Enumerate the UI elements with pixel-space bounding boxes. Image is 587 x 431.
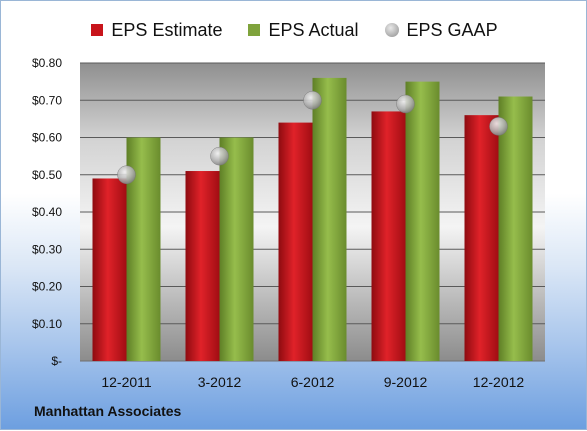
y-tick-label: $0.70 <box>32 93 62 107</box>
legend-label-gaap: EPS GAAP <box>406 19 498 40</box>
dot-eps-gaap <box>210 146 229 166</box>
legend-item-estimate: EPS Estimate <box>91 20 222 41</box>
y-tick-label: $0.60 <box>32 131 62 145</box>
x-tick-label: 6-2012 <box>291 374 335 390</box>
x-tick-label: 12-2012 <box>473 374 525 390</box>
legend-swatch-gaap <box>384 23 399 37</box>
bar-eps-actual <box>498 96 533 362</box>
y-tick-label: $- <box>51 354 62 368</box>
dot-eps-gaap <box>489 117 508 136</box>
bar-eps-estimate <box>185 171 220 361</box>
bar-eps-actual <box>312 77 347 362</box>
dot-eps-gaap <box>303 91 322 110</box>
legend-item-actual: EPS Actual <box>248 19 359 41</box>
x-tick-label: 12-2011 <box>101 374 152 390</box>
y-tick-label: $0.20 <box>32 280 62 294</box>
y-tick-label: $0.30 <box>32 242 62 256</box>
legend-label-estimate: EPS Estimate <box>111 19 223 40</box>
legend-item-gaap: EPS GAAP <box>384 19 498 41</box>
y-tick-label: $0.50 <box>32 168 62 182</box>
legend-label-actual: EPS Actual <box>268 19 359 40</box>
y-tick-label: $0.10 <box>32 317 62 331</box>
bar-eps-actual <box>405 81 440 361</box>
company-caption: Manhattan Associates <box>34 403 182 419</box>
bar-eps-estimate <box>371 111 406 361</box>
y-tick-label: $0.40 <box>32 205 62 219</box>
legend-swatch-estimate <box>91 24 104 36</box>
chart-legend: EPS Estimate EPS Actual EPS GAAP <box>1 17 587 43</box>
bar-eps-estimate <box>278 122 313 361</box>
bar-eps-actual <box>219 137 254 361</box>
y-tick-label: $0.80 <box>32 56 62 70</box>
x-tick-label: 3-2012 <box>198 374 242 390</box>
x-tick-label: 9-2012 <box>384 374 428 390</box>
dot-eps-gaap <box>396 94 415 114</box>
bar-eps-estimate <box>464 115 499 362</box>
dot-eps-gaap <box>117 165 136 184</box>
legend-swatch-actual <box>248 24 261 36</box>
bar-eps-estimate <box>92 178 127 361</box>
